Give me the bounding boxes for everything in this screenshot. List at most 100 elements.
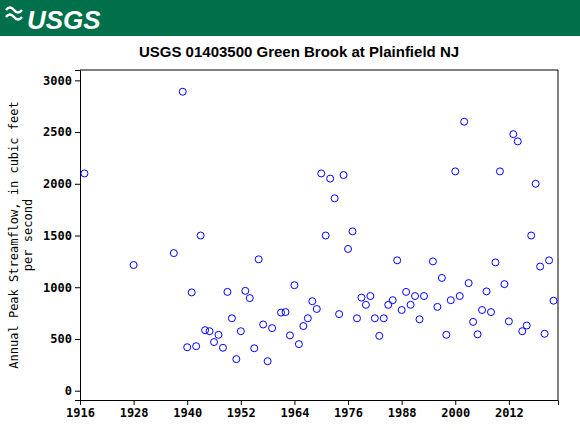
x-tick-label: 1976 <box>334 406 363 420</box>
point <box>331 195 338 202</box>
point <box>327 175 334 182</box>
point <box>237 328 244 335</box>
y-tick-mark <box>75 132 80 133</box>
x-tick-label: 2000 <box>441 406 470 420</box>
point <box>434 303 441 310</box>
point <box>492 259 499 266</box>
point <box>443 331 450 338</box>
point <box>416 316 423 323</box>
x-tick-mark <box>348 400 349 405</box>
point <box>546 257 553 264</box>
x-tick: 1964 <box>280 400 309 420</box>
point <box>233 356 240 363</box>
x-tick-mark <box>187 400 188 405</box>
x-tick: 2000 <box>441 400 470 420</box>
y-axis-title: Annual Peak Streamflow, in cubic feetper… <box>7 101 35 368</box>
y-tick: 500 <box>50 332 80 346</box>
point <box>465 280 472 287</box>
x-tick-mark <box>402 400 403 405</box>
logo: USGS <box>6 5 101 35</box>
point <box>179 88 186 95</box>
point <box>487 309 494 316</box>
point <box>353 315 360 322</box>
point <box>501 281 508 288</box>
y-tick-mark <box>75 184 80 185</box>
point <box>202 327 209 334</box>
y-tick-mark <box>75 287 80 288</box>
point <box>367 293 374 300</box>
y-axis: 0 500 1000 1500 2000 2500 3000 <box>43 71 80 401</box>
point <box>496 168 503 175</box>
x-tick-label: 1940 <box>173 406 202 420</box>
point <box>345 245 352 252</box>
point <box>483 288 490 295</box>
point <box>211 339 218 346</box>
point <box>251 345 258 352</box>
y-tick: 3000 <box>43 74 80 88</box>
point <box>447 297 454 304</box>
y-tick-mark <box>75 80 80 81</box>
y-tick-label: 2000 <box>43 177 72 191</box>
point <box>541 330 548 337</box>
x-tick: 1928 <box>120 400 149 420</box>
point <box>291 282 298 289</box>
point <box>219 344 226 351</box>
point <box>510 131 517 138</box>
y-tick-label: 1500 <box>43 229 72 243</box>
y-axis-line <box>75 71 81 401</box>
logo-text: USGS <box>27 5 101 35</box>
y-tick: 2000 <box>43 177 80 191</box>
point <box>461 118 468 125</box>
point <box>309 298 316 305</box>
point <box>242 287 249 294</box>
point <box>385 301 392 308</box>
point <box>197 232 204 239</box>
point <box>193 343 200 350</box>
point <box>362 301 369 308</box>
y-tick-mark <box>75 236 80 237</box>
point <box>398 307 405 314</box>
y-tick: 0 <box>65 384 80 398</box>
point <box>394 257 401 264</box>
x-tick: 1916 <box>66 400 95 420</box>
point <box>371 315 378 322</box>
x-tick-label: 1916 <box>66 406 95 420</box>
point <box>255 256 262 263</box>
y-tick: 2500 <box>43 125 80 139</box>
point <box>228 315 235 322</box>
x-tick: 1976 <box>334 400 363 420</box>
point <box>300 323 307 330</box>
plot-frame <box>80 70 558 400</box>
point <box>304 315 311 322</box>
point <box>429 258 436 265</box>
y-tick-label: 1000 <box>43 281 72 295</box>
x-tick-mark <box>294 400 295 405</box>
point <box>523 322 530 329</box>
point <box>420 293 427 300</box>
point <box>246 295 253 302</box>
point <box>318 170 325 177</box>
point <box>206 328 213 335</box>
x-tick-label: 2012 <box>495 406 524 420</box>
point <box>376 332 383 339</box>
point <box>452 168 459 175</box>
y-axis-title-line: Annual Peak Streamflow, in cubic feet <box>7 101 21 368</box>
point <box>269 325 276 332</box>
y-tick-label: 2500 <box>43 125 72 139</box>
point <box>438 274 445 281</box>
point <box>528 232 535 239</box>
point <box>514 138 521 145</box>
point <box>456 293 463 300</box>
header-bar <box>0 0 580 36</box>
x-tick: 2012 <box>495 400 524 420</box>
x-tick: 1988 <box>388 400 417 420</box>
point <box>358 294 365 301</box>
point <box>479 307 486 314</box>
point <box>282 309 289 316</box>
y-tick-label: 500 <box>50 332 72 346</box>
y-tick-label: 3000 <box>43 74 72 88</box>
x-tick: 1940 <box>173 400 202 420</box>
point <box>340 172 347 179</box>
x-tick-mark <box>241 400 242 405</box>
x-tick-mark <box>134 400 135 405</box>
